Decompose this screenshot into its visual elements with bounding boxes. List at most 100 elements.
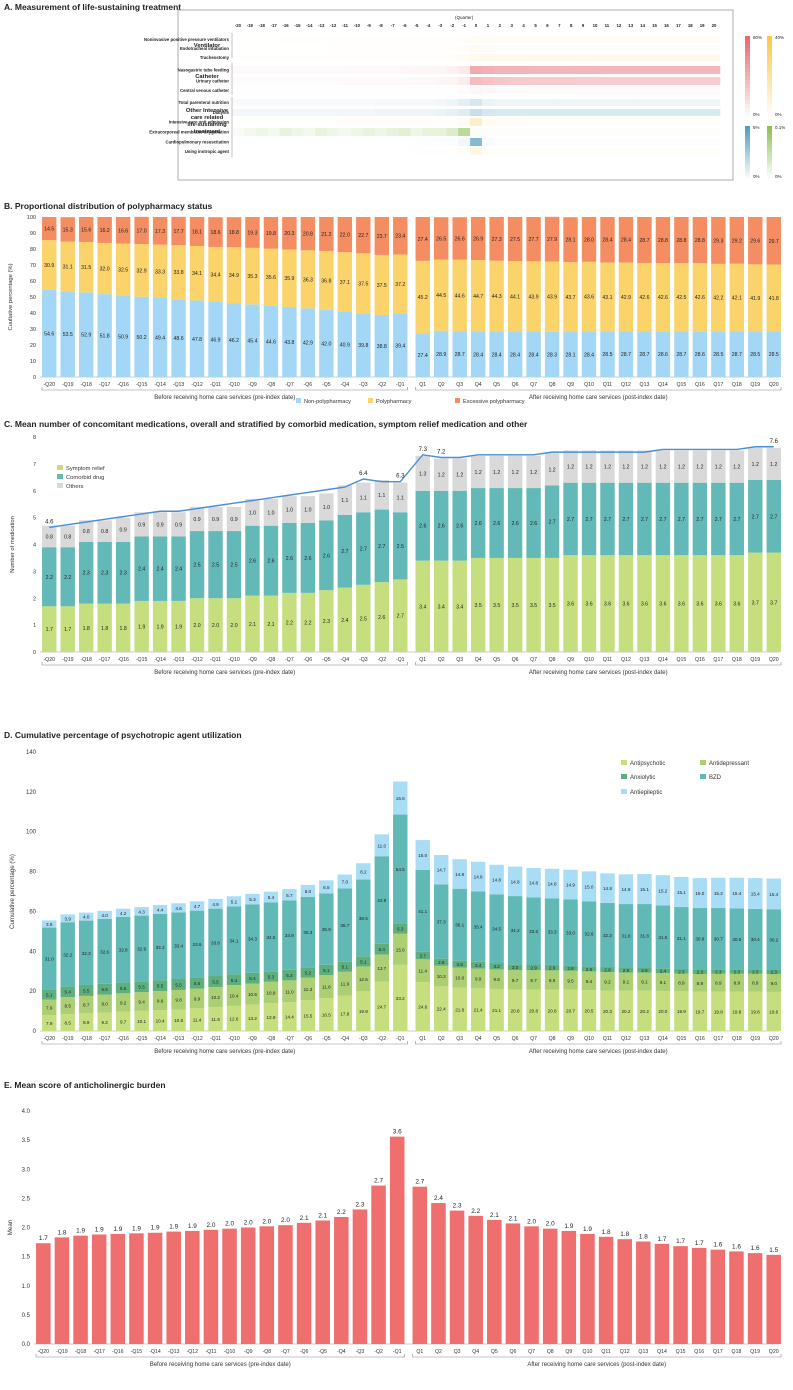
heatmap-cell [577, 128, 590, 136]
bar-segment-label-c: 2.7 [548, 520, 555, 526]
bar-segment-label-b: 27.4 [418, 353, 428, 359]
group-bracket-b [415, 387, 782, 391]
bar-segment-label-d: 14.8 [529, 881, 538, 886]
category-label-e: -Q6 [300, 1349, 309, 1355]
bar-segment-c [729, 450, 745, 483]
heatmap-cell [434, 109, 447, 116]
bar-segment-label-d: 33.3 [548, 929, 557, 934]
heatmap-cell [386, 138, 399, 146]
bar-segment-c [337, 485, 353, 515]
bar-segment-label-d: 5.5 [212, 979, 219, 984]
bar-segment-label-d: 7.0 [342, 880, 349, 885]
bar-segment-d [393, 964, 408, 1031]
bar-segment-d [544, 970, 560, 990]
legend-gradient-step [745, 76, 750, 81]
bar-segment-label-c: 0.9 [120, 528, 127, 534]
bar-segment-label-b: 28.5 [750, 352, 760, 358]
bar-segment-c [415, 560, 430, 652]
bar-segment-label-d: 19.8 [714, 1009, 723, 1014]
heatmap-cell [422, 36, 435, 43]
bar-segment-label-b: 51.8 [100, 334, 110, 340]
heatmap-cell [481, 54, 495, 61]
heatmap-cell [446, 118, 459, 126]
legend-gradient-step [745, 159, 750, 163]
bar-segment-d [434, 855, 449, 885]
category-label-d: -Q5 [322, 1036, 331, 1042]
category-label-e: -Q2 [374, 1349, 383, 1355]
bar-segment-label-d: 9.0 [771, 981, 778, 986]
bar-segment-d [748, 878, 763, 909]
heatmap-group-label-part: care related [191, 115, 224, 121]
bar-segment-label-b: 27.3 [492, 237, 502, 243]
legend-gradient-step [767, 157, 772, 161]
bar-segment-label-b: 35.6 [266, 275, 276, 281]
bar-segment-label-d: 34.2 [511, 928, 520, 933]
bar-segment-label-c: 2.6 [456, 524, 463, 530]
bar-segment-d [319, 998, 334, 1031]
heatmap-cell [315, 118, 328, 126]
bar-segment-c [42, 525, 57, 548]
heatmap-cell [553, 118, 566, 126]
bar-segment-label-d: 9.2 [101, 1020, 108, 1025]
bar-segment-d [544, 989, 560, 1031]
bar-segment-c [729, 482, 745, 556]
bar-segment-d [78, 920, 94, 985]
bar-segment-label-b: 28.0 [584, 237, 594, 243]
category-label-d: Q20 [769, 1036, 779, 1042]
heatmap-cell [410, 148, 423, 155]
heatmap-cell [481, 45, 495, 52]
bar-segment-label-b: 19.8 [266, 231, 276, 237]
bar-segment-b [415, 217, 430, 261]
bar-segment-c [692, 450, 708, 483]
bar-segment-label-c: 2.6 [304, 556, 311, 562]
category-label-c: -Q18 [80, 657, 92, 663]
quarter-tick-label: 14 [640, 23, 645, 28]
category-label-b: Q10 [584, 382, 594, 388]
bar-segment-d [393, 814, 408, 924]
bar-value-label-e: 1.9 [151, 1225, 160, 1232]
bar-segment-label-b: 27.9 [547, 237, 557, 243]
bar-segment-b [171, 216, 186, 246]
bar-segment-label-c: 3.6 [715, 602, 722, 608]
category-label-d: Q11 [603, 1036, 613, 1042]
heatmap-cell [398, 148, 411, 155]
bar-segment-c [766, 447, 781, 480]
bar-segment-d [470, 968, 486, 989]
bar-segment-label-d: 4.9 [212, 902, 219, 907]
heatmap-cell [362, 138, 376, 146]
bar-segment-d [470, 891, 486, 962]
bar-value-label-e: 1.8 [57, 1229, 66, 1236]
bar-segment-label-b: 49.4 [155, 335, 165, 341]
heatmap-cell [232, 128, 245, 136]
bar-segment-label-b: 45.2 [418, 295, 428, 301]
quarter-tick-label: -2 [450, 23, 454, 28]
bar-segment-c [637, 555, 652, 652]
bar-segment-label-d: 10.8 [266, 991, 275, 996]
bar-segment-b [618, 217, 634, 263]
bar-segment-d [393, 781, 408, 815]
bar-segment-d [115, 982, 131, 994]
quarter-tick-label: 19 [700, 23, 705, 28]
bar-segment-d [507, 970, 523, 990]
heatmap-cell [577, 99, 590, 106]
legend-gradient-step [767, 88, 772, 93]
category-label-d: Q16 [695, 1036, 705, 1042]
quarter-tick-label: -3 [438, 23, 442, 28]
heatmap-cell [505, 118, 518, 126]
quarter-tick-label: 5 [534, 23, 537, 28]
bar-segment-c [171, 512, 186, 537]
heatmap-cell [351, 45, 364, 52]
bar-segment-b [78, 217, 94, 242]
bar-segment-label-d: 11.0 [285, 989, 294, 994]
bar-segment-d [748, 969, 763, 974]
legend-gradient-step [767, 64, 772, 69]
category-label-e: Q8 [547, 1349, 554, 1355]
heatmap-cell [708, 36, 721, 43]
heatmap-cell [351, 109, 364, 116]
heatmap-cell [493, 109, 507, 116]
bar-segment-b [526, 331, 541, 377]
bar-segment-label-b: 44.6 [455, 293, 465, 299]
bar-segment-d [393, 933, 408, 965]
legend-gradient-step [767, 52, 772, 57]
bar-segment-c [337, 587, 353, 652]
